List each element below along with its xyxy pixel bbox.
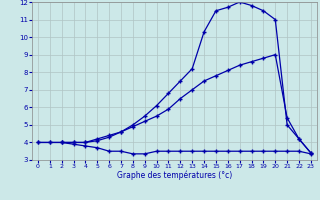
X-axis label: Graphe des températures (°c): Graphe des températures (°c) [117, 171, 232, 180]
